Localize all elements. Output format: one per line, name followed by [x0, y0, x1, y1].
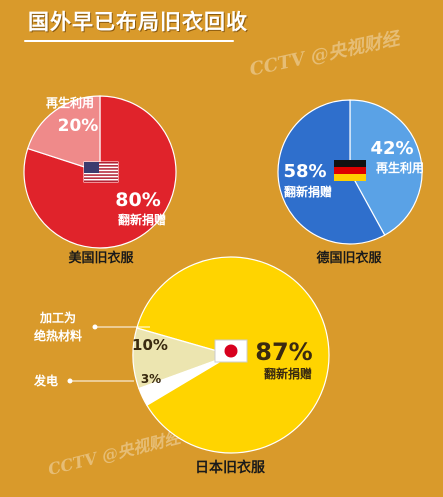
us-flag-icon [83, 161, 119, 183]
jp-main-value: 87% [255, 338, 312, 366]
page-title: 国外早已布局旧衣回收 [28, 10, 248, 34]
us-minor-label: 再生利用 [46, 95, 94, 110]
de-main-label: 翻新捐赠 [284, 184, 332, 199]
jp-main-label: 翻新捐赠 [264, 366, 312, 381]
us-pie-slice-2 [26, 95, 101, 173]
title-underline [24, 40, 234, 42]
jp-insulation-callout-line1: 加工为 [39, 310, 76, 325]
jp-chart-title: 日本旧衣服 [195, 459, 266, 476]
jp-power-callout: 发电 [33, 373, 58, 388]
de-pie-slice-2 [349, 99, 423, 236]
us-main-value: 80% [115, 189, 160, 211]
us-main-label: 翻新捐赠 [118, 212, 166, 227]
germany-flag-icon [334, 160, 366, 181]
de-minor-value: 42% [370, 138, 413, 159]
de-pie-slice-1 [277, 99, 386, 245]
de-chart-title: 德国旧衣服 [316, 250, 382, 266]
jp-insulation-callout-line2: 绝热材料 [34, 328, 82, 343]
de-minor-label: 再生利用 [376, 160, 424, 175]
us-minor-value: 20% [58, 116, 99, 136]
jp-insulation-connector-dot [92, 324, 98, 330]
jp-power-value: 3% [141, 372, 161, 386]
jp-insulation-value: 10% [132, 336, 168, 354]
jp-power-connector-dot [67, 378, 73, 384]
jp-pie-slice-3 [138, 354, 232, 407]
de-main-value: 58% [283, 161, 326, 182]
us-chart-title: 美国旧衣服 [68, 250, 134, 266]
japan-flag-icon [214, 339, 248, 363]
